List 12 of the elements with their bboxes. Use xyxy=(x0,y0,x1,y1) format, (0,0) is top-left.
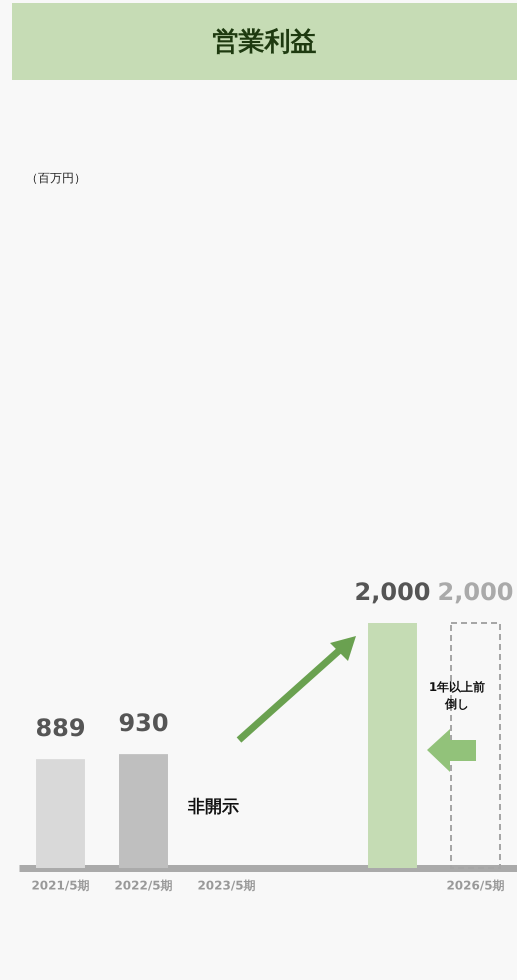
data-label: 2,000 xyxy=(354,578,430,606)
data-label: 889 xyxy=(35,714,86,742)
x-tick-label: 2021/5期 xyxy=(31,878,90,892)
chart-title: 営業利益 xyxy=(12,3,517,80)
x-tick-label: 2023/5期 xyxy=(197,878,256,892)
x-tick-label: 2026/5期 xyxy=(446,878,505,892)
x-tick-label: 2022/5期 xyxy=(114,878,173,892)
annotation: 非開示 xyxy=(188,796,239,818)
data-label: 930 xyxy=(118,709,169,738)
annotation: 1年以上前倒し xyxy=(428,679,486,713)
data-label: 2,000 xyxy=(438,578,514,606)
text: （百万円） xyxy=(26,170,86,187)
